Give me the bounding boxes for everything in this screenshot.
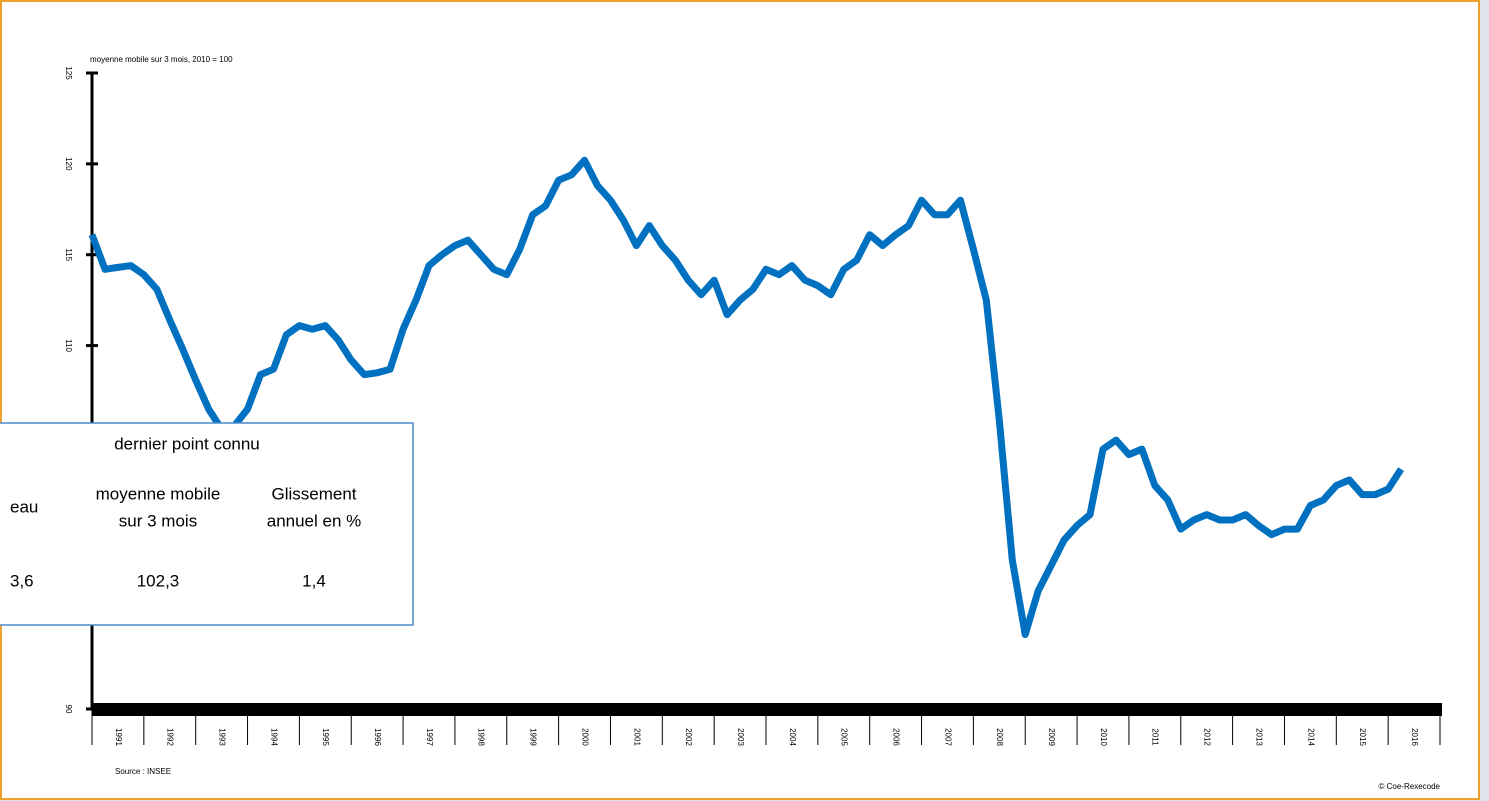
x-tick-label: 1993 bbox=[218, 728, 227, 746]
x-tick-label: 2002 bbox=[684, 728, 693, 746]
x-tick-label: 2001 bbox=[632, 728, 641, 746]
info-box-value: 3,6 bbox=[10, 571, 34, 590]
x-tick-label: 1996 bbox=[373, 728, 382, 746]
x-tick-label: 2016 bbox=[1410, 728, 1419, 746]
x-tick-label: 2004 bbox=[788, 728, 797, 746]
x-tick-label: 2005 bbox=[840, 728, 849, 746]
x-tick-label: 2000 bbox=[580, 728, 589, 746]
source: Source : INSEE bbox=[115, 767, 171, 776]
info-box-title: dernier point connu bbox=[114, 434, 260, 453]
info-box-value: 1,4 bbox=[302, 571, 326, 590]
y-tick-label: 115 bbox=[64, 248, 73, 261]
x-tick-label: 2008 bbox=[995, 728, 1004, 746]
y-tick-label: 90 bbox=[64, 705, 73, 714]
x-tick-label: 1997 bbox=[425, 728, 434, 746]
info-box-header: moyenne mobile bbox=[96, 484, 221, 503]
x-tick-label: 1998 bbox=[477, 728, 486, 746]
info-box-header: Glissement bbox=[271, 484, 356, 503]
x-tick-label: 2015 bbox=[1358, 728, 1367, 746]
x-axis bbox=[92, 703, 1442, 716]
info-box: dernier point connu eau moyenne mobile sur… bbox=[0, 422, 414, 626]
info-box-value: 102,3 bbox=[137, 571, 180, 590]
y-tick-label: 125 bbox=[64, 66, 73, 80]
x-tick-label: 2010 bbox=[1099, 728, 1108, 746]
info-box-frame bbox=[0, 422, 414, 626]
x-tick-label: 1994 bbox=[269, 728, 278, 746]
x-tick-label: 1992 bbox=[166, 728, 175, 746]
x-tick-label: 2003 bbox=[736, 728, 745, 746]
x-tick-label: 1999 bbox=[529, 728, 538, 746]
info-box-header: eau bbox=[10, 497, 38, 516]
x-tick-label: 2006 bbox=[892, 728, 901, 746]
x-tick-label: 2014 bbox=[1306, 728, 1315, 746]
x-tick-label: 2012 bbox=[1203, 728, 1212, 746]
line-series bbox=[88, 156, 1405, 638]
x-tick-label: 2009 bbox=[1047, 728, 1056, 746]
x-tick-label: 2007 bbox=[943, 728, 952, 746]
x-tick-label: 2013 bbox=[1254, 728, 1263, 746]
x-tick-label: 1995 bbox=[321, 728, 330, 746]
credit: © Coe-Rexecode bbox=[1379, 782, 1441, 791]
x-tick-label: 1991 bbox=[114, 728, 123, 746]
x-tick-label: 2011 bbox=[1151, 728, 1160, 746]
y-axis-label: moyenne mobile sur 3 mois, 2010 = 100 bbox=[90, 55, 233, 64]
info-box-header: annuel en % bbox=[267, 511, 362, 530]
y-tick-label: 120 bbox=[64, 157, 73, 171]
info-box-header: sur 3 mois bbox=[119, 511, 197, 530]
y-tick-label: 110 bbox=[64, 339, 73, 352]
